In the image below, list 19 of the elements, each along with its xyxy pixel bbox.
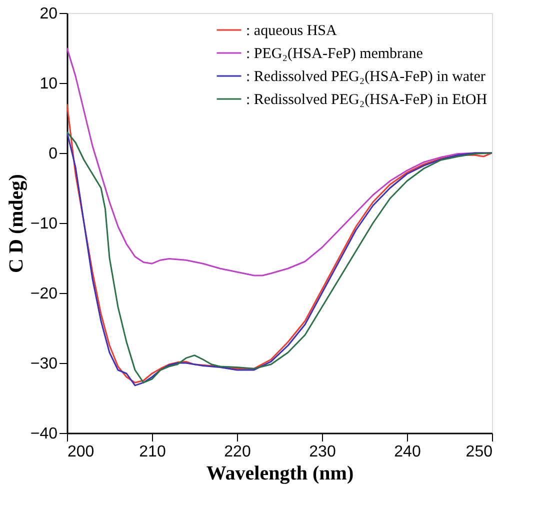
y-tick-label: 10 <box>40 76 58 92</box>
x-tick-label: 250 <box>466 444 493 460</box>
x-axis-title: Wavelength (nm) <box>206 462 354 484</box>
legend-label: : Redissolved PEG₂(HSA-FeP) in water <box>246 69 486 85</box>
y-axis-title: C D (mdeg) <box>5 174 28 273</box>
x-tick-label: 240 <box>394 444 421 460</box>
y-tick-label: −10 <box>30 216 58 232</box>
y-tick-label: −40 <box>30 426 58 442</box>
legend-label: : Redissolved PEG₂(HSA-FeP) in EtOH <box>246 92 488 108</box>
legend-label: : PEG₂(HSA-FeP) membrane <box>246 46 424 62</box>
y-tick-label: 20 <box>40 6 58 22</box>
x-tick-label: 210 <box>139 444 166 460</box>
y-tick-label: −20 <box>30 286 58 302</box>
y-tick-label: −30 <box>30 356 58 372</box>
x-tick-label: 230 <box>309 444 336 460</box>
x-tick-label: 200 <box>68 444 94 460</box>
y-tick-label: 0 <box>48 146 58 162</box>
legend-label: : aqueous HSA <box>246 23 337 39</box>
x-tick-label: 220 <box>224 444 251 460</box>
